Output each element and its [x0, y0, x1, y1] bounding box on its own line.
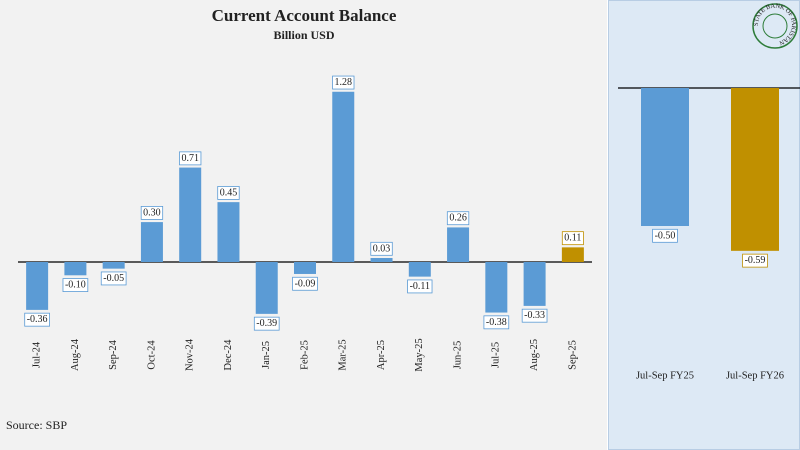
x-tick-label: Oct-24 [146, 340, 157, 370]
x-tick-label: Sep-24 [108, 339, 119, 369]
value-label: 0.30 [143, 207, 161, 218]
value-label-box [370, 241, 393, 256]
value-label-group: 1.28 [332, 75, 355, 90]
value-label: -0.11 [410, 281, 430, 292]
logo-inner [762, 13, 788, 39]
value-label-box [652, 228, 678, 243]
value-label-box [292, 276, 318, 291]
source-note: Source: SBP [6, 418, 67, 432]
value-label: -0.59 [745, 255, 766, 266]
x-tick-label: Jul-24 [32, 341, 43, 368]
value-label: -0.33 [524, 310, 545, 321]
value-label-box [24, 312, 50, 327]
value-label-box [407, 279, 433, 294]
value-label: -0.36 [27, 314, 48, 325]
value-label-group: 0.11 [561, 231, 584, 246]
value-label-group: -0.11 [407, 279, 433, 294]
x-tick-label: Jul-Sep FY25 [636, 370, 694, 381]
bar [370, 258, 393, 262]
bar [561, 247, 584, 262]
value-label-group: 0.45 [217, 186, 240, 200]
value-label: 0.45 [220, 187, 238, 198]
x-tick-label: Jun-25 [452, 341, 463, 370]
value-label-group: 0.30 [140, 205, 164, 220]
x-tick-label: Nov-24 [185, 338, 196, 371]
value-label: 0.71 [181, 153, 199, 164]
bar [641, 88, 689, 226]
x-tick-label: Jan-25 [261, 341, 272, 369]
x-tick-label: Jul-Sep FY26 [726, 370, 784, 381]
bar [179, 167, 202, 262]
value-label: -0.50 [655, 230, 676, 241]
value-label-group: 0.03 [370, 241, 393, 256]
x-tick-label: Jul-25 [491, 342, 502, 368]
bar [26, 262, 49, 310]
value-label-box [253, 316, 280, 331]
bar [485, 262, 508, 313]
value-label: -0.10 [65, 280, 86, 291]
x-tick-label: Dec-24 [223, 339, 234, 371]
value-label: -0.09 [295, 278, 316, 289]
x-tick-label: Sep-25 [567, 340, 578, 370]
value-label-box [62, 278, 89, 292]
x-tick-label: Feb-25 [299, 340, 310, 370]
value-label-box [332, 75, 355, 90]
bar [447, 227, 470, 262]
value-label-group: 0.26 [446, 211, 470, 226]
value-label-box [521, 308, 548, 323]
chart-title: Current Account Balance [212, 6, 397, 25]
value-label-group: -0.09 [292, 276, 318, 291]
logo-ring [752, 3, 798, 49]
value-label-group: -0.50 [652, 228, 678, 243]
value-label-box [483, 315, 510, 330]
bar [294, 262, 316, 274]
value-label-box [742, 253, 768, 268]
value-label: -0.38 [486, 317, 507, 328]
value-label-group: -0.33 [521, 308, 548, 323]
value-label: 1.28 [335, 77, 353, 88]
bar [255, 262, 278, 314]
bar [523, 262, 546, 306]
bar [332, 91, 355, 262]
value-label-group: 0.71 [179, 151, 202, 166]
value-label-box [140, 205, 164, 220]
chart-subtitle: Billion USD [273, 28, 334, 42]
value-label-box [561, 231, 584, 246]
bar [408, 262, 431, 277]
bar [102, 262, 125, 269]
x-tick-label: Aug-25 [529, 339, 540, 371]
x-tick-label: Aug-24 [70, 338, 81, 371]
value-label-group: -0.05 [100, 271, 127, 286]
value-label-box [217, 186, 240, 200]
bar [731, 88, 779, 251]
bar [140, 222, 163, 262]
value-label: 0.03 [373, 243, 391, 254]
bar [217, 202, 240, 262]
bar [64, 262, 87, 276]
value-label: -0.05 [103, 273, 124, 284]
x-tick-label: Apr-25 [376, 340, 387, 370]
value-label-group: -0.39 [253, 316, 280, 331]
value-label-group: -0.59 [742, 253, 768, 268]
value-label-group: -0.36 [24, 312, 50, 327]
value-label-group: -0.38 [483, 315, 510, 330]
value-label-group: -0.10 [62, 278, 89, 292]
value-label: 0.26 [449, 213, 467, 224]
left-panel [0, 0, 607, 450]
value-label-box [100, 271, 127, 286]
value-label-box [446, 211, 470, 226]
value-label: 0.11 [564, 233, 581, 244]
x-tick-label: May-25 [414, 338, 425, 371]
value-label-box [179, 151, 202, 166]
value-label: -0.39 [256, 318, 277, 329]
x-tick-label: Mar-25 [338, 339, 349, 370]
